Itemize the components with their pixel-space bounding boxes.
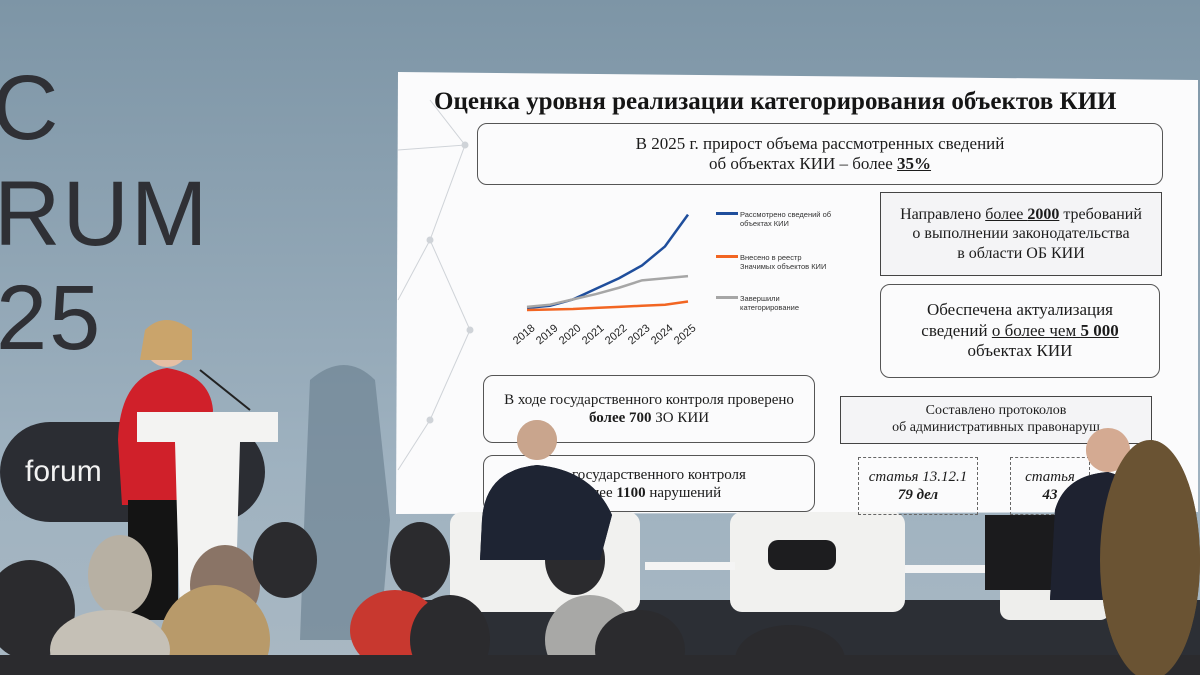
legend-label: Рассмотрено сведений об объектах КИИ — [740, 210, 832, 229]
box-line: об объектах КИИ – более 35% — [709, 154, 931, 174]
person — [1100, 440, 1200, 675]
box-line: В ходе государственного контроля провере… — [504, 391, 794, 409]
microphone — [199, 369, 251, 411]
box-text: в области ОБ КИИ — [957, 244, 1085, 262]
box-line: В 2025 г. прирост объема рассмотренных с… — [636, 134, 1005, 154]
legend-swatch — [716, 255, 738, 258]
box-text: 43 — [1042, 487, 1058, 503]
box-text: более 700 — [588, 410, 652, 426]
data-line — [526, 300, 689, 312]
box-text: о более чем — [991, 320, 1081, 340]
slide-box: В ходе государственного контроля провере… — [483, 375, 815, 443]
slide-box: статья 13.12.1 79 дел — [858, 457, 978, 515]
box-text: ЗО КИИ — [651, 410, 710, 426]
box-text: В ходе государственного контроля провере… — [504, 392, 794, 408]
box-text: В 2025 г. прирост объема рассмотренных с… — [635, 133, 1005, 153]
box-text: статья 13.12.1 — [868, 469, 968, 485]
backdrop-logo: forum — [25, 455, 102, 488]
box-line: более 700 ЗО КИИ — [589, 409, 709, 427]
podium — [137, 412, 278, 620]
box-text: статья — [1025, 469, 1075, 485]
box-line: объектах КИИ — [968, 341, 1073, 361]
box-text: об объектах КИИ – более — [708, 154, 898, 173]
box-text: Направлено — [900, 206, 986, 224]
box-text: Составлено протоколов — [925, 403, 1067, 419]
slide-box: В 2025 г. прирост объема рассмотренных с… — [477, 123, 1163, 185]
slide-box: статья 43 — [1010, 457, 1090, 515]
box-line: 43 — [1043, 486, 1058, 504]
box-line: сведений о более чем 5 000 — [921, 321, 1118, 341]
box-text: о выполнении законодательства — [912, 225, 1130, 243]
box-line: Обеспечена актуализация — [927, 300, 1113, 320]
box-text: 79 дел — [897, 487, 939, 503]
box-text: более — [985, 206, 1028, 224]
box-line: в области ОБ КИИ — [957, 244, 1085, 263]
box-line: Направлено более 2000 требований — [900, 205, 1142, 224]
box-text: об административных правонаруш — [892, 420, 1100, 435]
person — [480, 465, 612, 560]
backdrop-letters: C — [0, 57, 61, 159]
box-line: 79 дел — [898, 486, 938, 504]
shadow — [300, 365, 390, 640]
box-text: требований — [1059, 206, 1142, 224]
legend-label: Завершили категорирование — [740, 294, 799, 313]
box-line: статья — [1025, 468, 1075, 486]
data-line — [526, 274, 689, 309]
box-line: Составлено протоколов — [926, 403, 1067, 420]
side-table — [905, 565, 990, 573]
side-table — [645, 562, 735, 570]
legend-label: Внесено в реестр Значимых объектов КИИ — [740, 253, 827, 272]
person — [1086, 428, 1130, 472]
backdrop-letters: 25 — [0, 267, 103, 369]
box-text: 35% — [897, 154, 932, 173]
box-line: об административных правонаруш — [892, 420, 1100, 437]
box-text: Обеспечена актуализация — [926, 300, 1114, 320]
legend-swatch — [716, 212, 738, 215]
person — [517, 420, 557, 460]
box-line: статья 13.12.1 — [869, 468, 968, 486]
slide-title: Оценка уровня реализации категорирования… — [434, 88, 1117, 115]
legend-swatch — [716, 296, 738, 299]
box-line: о выполнении законодательства — [912, 224, 1129, 243]
box-text: 5 000 — [1080, 320, 1119, 340]
backdrop-letters: RUM — [0, 163, 210, 265]
slide-box: Направлено более 2000 требований о выполн… — [880, 192, 1162, 276]
box-text: 2000 — [1027, 206, 1060, 224]
box-text: объектах КИИ — [967, 341, 1073, 361]
box-text: 1100 — [616, 484, 646, 501]
slide-box: Обеспечена актуализация сведений о более … — [880, 284, 1160, 378]
bag — [768, 540, 836, 570]
box-text: нарушений — [645, 484, 722, 501]
hair — [140, 320, 192, 360]
box-text: сведений — [921, 320, 992, 340]
slide-decoration — [397, 99, 474, 471]
